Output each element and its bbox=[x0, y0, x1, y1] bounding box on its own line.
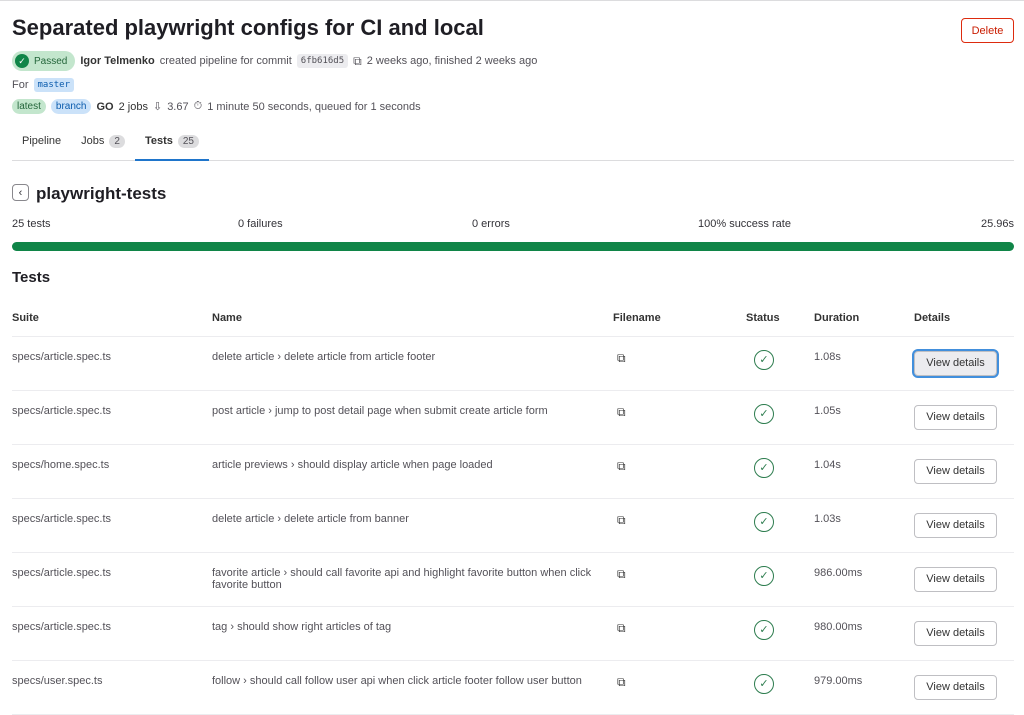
total-time: 25.96s bbox=[980, 218, 1014, 230]
success-icon: ✓ bbox=[754, 511, 774, 532]
author-link[interactable]: Igor Telmenko bbox=[80, 55, 155, 67]
col-filename: Filename bbox=[613, 301, 746, 337]
success-icon: ✓ bbox=[754, 349, 774, 370]
tests-count: 25 tests bbox=[12, 218, 51, 230]
tabs: Pipeline Jobs 2 Tests 25 bbox=[12, 129, 1014, 161]
branch-link[interactable]: master bbox=[33, 78, 75, 92]
success-rate: 100% success rate bbox=[698, 218, 791, 230]
timer-icon: ⏱ bbox=[193, 100, 203, 112]
jobs-icon: GO bbox=[96, 100, 114, 113]
jobs-count: 2 jobs bbox=[118, 100, 148, 113]
view-details-button[interactable]: View details bbox=[914, 404, 997, 430]
copy-icon[interactable]: ⧉ bbox=[617, 512, 626, 527]
copy-icon[interactable]: ⧉ bbox=[617, 620, 626, 635]
suite-cell: specs/home.spec.ts bbox=[12, 444, 212, 499]
for-label: For bbox=[12, 79, 29, 91]
success-icon: ✓ bbox=[754, 457, 774, 478]
status-badge[interactable]: ✓ Passed bbox=[12, 51, 76, 71]
view-details-button[interactable]: View details bbox=[914, 350, 997, 376]
name-cell: article previews › should display articl… bbox=[212, 444, 613, 499]
duration-cell: 1.05s bbox=[814, 390, 914, 445]
name-cell: follow › should call follow user api whe… bbox=[212, 660, 613, 715]
delete-button[interactable]: Delete bbox=[961, 18, 1014, 43]
copy-icon[interactable]: ⧉ bbox=[617, 566, 626, 581]
errors-count: 0 errors bbox=[472, 218, 510, 230]
table-row: specs/article.spec.ts favorite article ›… bbox=[12, 552, 1014, 607]
success-icon: ✓ bbox=[754, 673, 774, 694]
duration-cell: 986.00ms bbox=[814, 552, 914, 607]
copy-icon[interactable]: ⧉ bbox=[617, 674, 626, 689]
table-row: specs/article.spec.ts delete article › d… bbox=[12, 336, 1014, 391]
tab-pipeline[interactable]: Pipeline bbox=[22, 135, 62, 147]
suite-cell: specs/article.spec.ts bbox=[12, 552, 212, 607]
duration-cell: 979.00ms bbox=[814, 660, 914, 715]
col-details: Details bbox=[914, 301, 1014, 337]
view-details-button[interactable]: View details bbox=[914, 512, 997, 538]
copy-icon[interactable]: ⧉ bbox=[353, 53, 362, 68]
table-row: specs/article.spec.ts tag › should show … bbox=[12, 606, 1014, 661]
name-cell: delete article › delete article from ban… bbox=[212, 498, 613, 553]
suite-cell: specs/article.spec.ts bbox=[12, 498, 212, 553]
duration-cell: 1.08s bbox=[814, 336, 914, 391]
suite-cell: specs/article.spec.ts bbox=[12, 606, 212, 661]
suite-cell: specs/user.spec.ts bbox=[12, 660, 212, 715]
col-name: Name bbox=[212, 301, 613, 337]
view-details-button[interactable]: View details bbox=[914, 620, 997, 646]
name-cell: post article › jump to post detail page … bbox=[212, 390, 613, 445]
table-row: specs/home.spec.ts article previews › sh… bbox=[12, 444, 1014, 499]
chevron-left-icon: ‹ bbox=[18, 186, 23, 199]
view-details-button[interactable]: View details bbox=[914, 674, 997, 700]
suite-title: playwright-tests bbox=[36, 184, 167, 203]
col-status: Status bbox=[746, 301, 814, 337]
download-icon: ⇩ bbox=[152, 101, 163, 113]
duration: 1 minute 50 seconds, queued for 1 second… bbox=[207, 100, 421, 113]
score: 3.67 bbox=[167, 100, 189, 113]
view-details-button[interactable]: View details bbox=[914, 458, 997, 484]
tab-jobs[interactable]: Jobs 2 bbox=[71, 129, 135, 160]
duration-cell: 980.00ms bbox=[814, 606, 914, 661]
suite-cell: specs/article.spec.ts bbox=[12, 336, 212, 391]
success-icon: ✓ bbox=[754, 619, 774, 640]
tab-tests[interactable]: Tests 25 bbox=[134, 129, 209, 161]
name-cell: tag › should show right articles of tag bbox=[212, 606, 613, 661]
table-row: specs/user.spec.ts follow › should call … bbox=[12, 660, 1014, 715]
commit-link[interactable]: 6fb616d5 bbox=[296, 54, 349, 68]
success-progress-bar bbox=[12, 242, 1014, 251]
table-row: specs/article.spec.ts post article › jum… bbox=[12, 390, 1014, 445]
copy-icon[interactable]: ⧉ bbox=[617, 350, 626, 365]
copy-icon[interactable]: ⧉ bbox=[617, 404, 626, 419]
success-icon: ✓ bbox=[754, 565, 774, 586]
name-cell: favorite article › should call favorite … bbox=[212, 552, 613, 607]
col-suite: Suite bbox=[12, 301, 212, 337]
branch-badge: branch bbox=[50, 99, 92, 114]
view-details-button[interactable]: View details bbox=[914, 566, 997, 592]
copy-icon[interactable]: ⧉ bbox=[617, 458, 626, 473]
duration-cell: 1.03s bbox=[814, 498, 914, 553]
duration-cell: 1.04s bbox=[814, 444, 914, 499]
name-cell: delete article › delete article from art… bbox=[212, 336, 613, 391]
tests-table: Suite Name Filename Status Duration Deta… bbox=[12, 301, 1014, 715]
failures-count: 0 failures bbox=[238, 218, 283, 230]
back-button[interactable]: ‹ bbox=[12, 184, 29, 201]
time-text: 2 weeks ago, finished 2 weeks ago bbox=[366, 55, 538, 67]
col-duration: Duration bbox=[814, 301, 914, 337]
latest-badge: latest bbox=[12, 99, 46, 114]
check-icon: ✓ bbox=[15, 54, 29, 68]
tests-heading: Tests bbox=[12, 269, 51, 286]
table-row: specs/article.spec.ts delete article › d… bbox=[12, 498, 1014, 553]
action-text: created pipeline for commit bbox=[159, 55, 292, 67]
page-title: Separated playwright configs for CI and … bbox=[12, 15, 484, 40]
success-icon: ✓ bbox=[754, 403, 774, 424]
suite-cell: specs/article.spec.ts bbox=[12, 390, 212, 445]
